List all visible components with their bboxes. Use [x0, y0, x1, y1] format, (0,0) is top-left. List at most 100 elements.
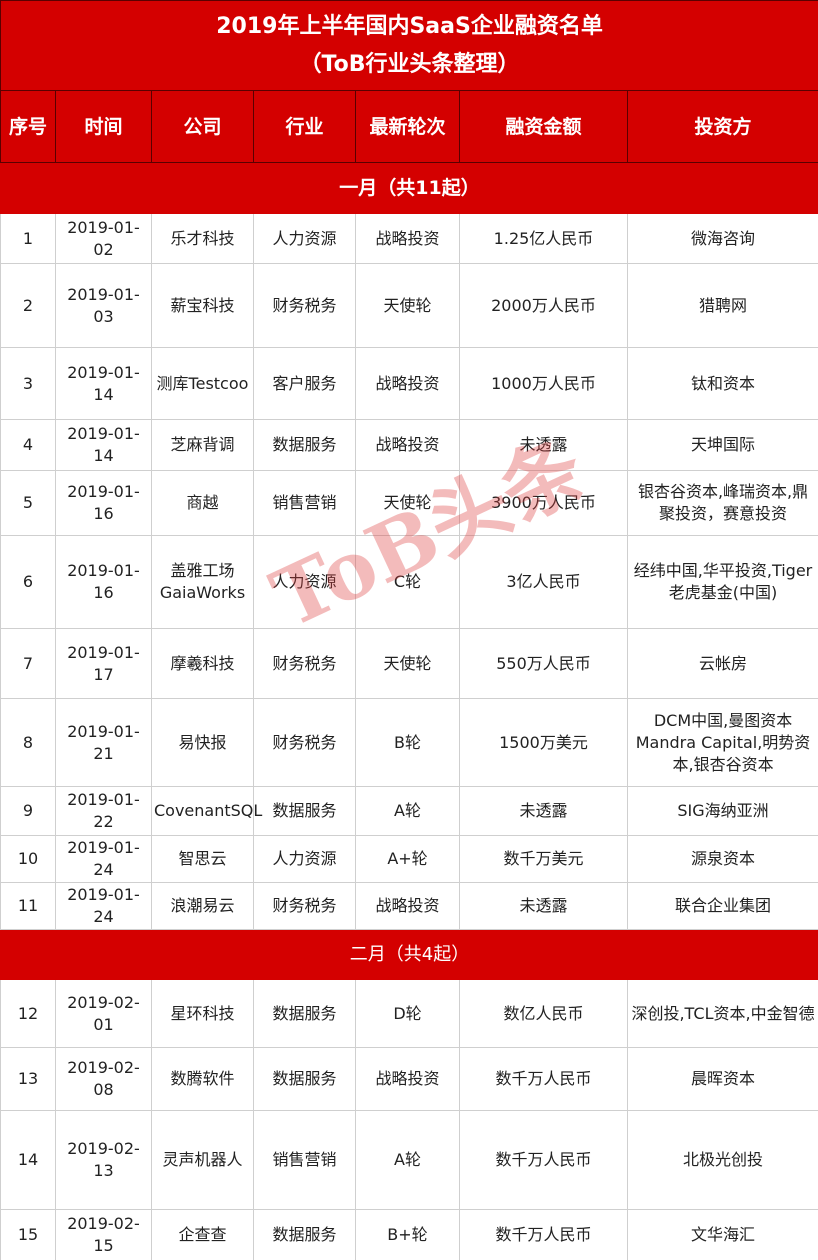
row-round: B轮: [355, 698, 460, 787]
row-industry: 人力资源: [253, 213, 356, 264]
row-investors: 天坤国际: [626, 419, 818, 471]
row-round: 战略投资: [355, 1047, 460, 1111]
row-date: 2019-01-16: [55, 535, 152, 629]
column-header: 最新轮次: [355, 90, 460, 163]
row-round: 战略投资: [355, 882, 460, 930]
title-line-1: 2019年上半年国内SaaS企业融资名单: [216, 13, 603, 39]
column-header: 时间: [55, 90, 152, 163]
row-investors: 云帐房: [626, 628, 818, 699]
table-row: 4 2019-01-14 芝麻背调 数据服务 战略投资 未透露 天坤国际: [0, 419, 818, 471]
column-header: 融资金额: [459, 90, 628, 163]
table-row: 11 2019-01-24 浪潮易云 财务税务 战略投资 未透露 联合企业集团: [0, 882, 818, 930]
row-round: B+轮: [355, 1209, 460, 1260]
row-date: 2019-02-15: [55, 1209, 152, 1260]
row-amount: 2000万人民币: [459, 263, 628, 348]
row-round: D轮: [355, 979, 460, 1048]
row-company: 测库Testcoo: [151, 347, 254, 420]
row-index: 13: [0, 1047, 56, 1111]
row-industry: 数据服务: [253, 786, 356, 836]
row-date: 2019-01-14: [55, 347, 152, 420]
row-round: 战略投资: [355, 347, 460, 420]
column-header: 公司: [151, 90, 254, 163]
table-row: 10 2019-01-24 智思云 人力资源 A+轮 数千万美元 源泉资本: [0, 835, 818, 883]
row-company: CovenantSQL: [151, 786, 262, 836]
row-investors: 猎聘网: [626, 263, 818, 348]
row-investors: 钛和资本: [626, 347, 818, 420]
row-date: 2019-01-14: [55, 419, 152, 471]
row-industry: 数据服务: [253, 979, 356, 1048]
row-index: 1: [0, 213, 56, 264]
table-row: 15 2019-02-15 企查查 数据服务 B+轮 数千万人民币 文华海汇: [0, 1209, 818, 1260]
row-amount: 数亿人民币: [459, 979, 628, 1048]
row-amount: 未透露: [459, 882, 628, 930]
row-date: 2019-01-24: [55, 882, 152, 930]
row-date: 2019-02-13: [55, 1110, 152, 1210]
row-round: A轮: [355, 786, 460, 836]
row-round: 天使轮: [355, 470, 460, 536]
row-investors: 深创投,TCL资本,中金智德: [626, 979, 818, 1048]
row-index: 3: [0, 347, 56, 420]
row-index: 9: [0, 786, 56, 836]
row-round: 天使轮: [355, 263, 460, 348]
row-company: 商越: [151, 470, 254, 536]
row-index: 2: [0, 263, 56, 348]
row-date: 2019-01-03: [55, 263, 152, 348]
row-round: 战略投资: [355, 213, 460, 264]
row-industry: 人力资源: [253, 535, 356, 629]
month-section-row: 二月（共4起）: [0, 929, 818, 980]
row-company: 盖雅工场GaiaWorks: [151, 535, 254, 629]
row-company: 企查查: [151, 1209, 254, 1260]
row-round: A+轮: [355, 835, 460, 883]
row-amount: 数千万美元: [459, 835, 628, 883]
row-amount: 数千万人民币: [459, 1047, 628, 1111]
row-investors: 微海咨询: [626, 213, 818, 264]
row-company: 易快报: [151, 698, 254, 787]
row-index: 10: [0, 835, 56, 883]
row-investors: 经纬中国,华平投资,Tiger老虎基金(中国): [626, 535, 818, 629]
row-date: 2019-01-22: [55, 786, 152, 836]
row-date: 2019-01-21: [55, 698, 152, 787]
table-row: 6 2019-01-16 盖雅工场GaiaWorks 人力资源 C轮 3亿人民币 经纬中国,…: [0, 535, 818, 629]
row-round: A轮: [355, 1110, 460, 1210]
row-index: 5: [0, 470, 56, 536]
row-index: 12: [0, 979, 56, 1048]
row-index: 14: [0, 1110, 56, 1210]
row-investors: 晨晖资本: [626, 1047, 818, 1111]
row-industry: 数据服务: [253, 1209, 356, 1260]
month-section-row: 一月（共11起）: [0, 162, 818, 214]
column-header: 序号: [0, 90, 56, 163]
row-date: 2019-02-08: [55, 1047, 152, 1111]
row-company: 数腾软件: [151, 1047, 254, 1111]
row-industry: 销售营销: [253, 470, 356, 536]
row-amount: 1000万人民币: [459, 347, 628, 420]
row-amount: 未透露: [459, 786, 628, 836]
row-index: 7: [0, 628, 56, 699]
row-index: 8: [0, 698, 56, 787]
row-investors: 源泉资本: [626, 835, 818, 883]
row-amount: 550万人民币: [459, 628, 628, 699]
table-row: 13 2019-02-08 数腾软件 数据服务 战略投资 数千万人民币 晨晖资本: [0, 1047, 818, 1111]
row-industry: 客户服务: [253, 347, 356, 420]
row-investors: 银杏谷资本,峰瑞资本,鼎聚投资，赛意投资: [626, 470, 818, 536]
row-company: 乐才科技: [151, 213, 254, 264]
column-header: 投资方: [626, 90, 818, 163]
row-round: 战略投资: [355, 419, 460, 471]
row-company: 星环科技: [151, 979, 254, 1048]
month-section-label: 二月（共4起）: [0, 929, 818, 980]
row-date: 2019-01-16: [55, 470, 152, 536]
row-amount: 1500万美元: [459, 698, 628, 787]
page-title: 2019年上半年国内SaaS企业融资名单 （ToB行业头条整理）: [0, 0, 818, 91]
row-date: 2019-01-17: [55, 628, 152, 699]
row-investors: SIG海纳亚洲: [626, 786, 818, 836]
row-amount: 数千万人民币: [459, 1110, 628, 1210]
table-row: 14 2019-02-13 灵声机器人 销售营销 A轮 数千万人民币 北极光创投: [0, 1110, 818, 1210]
row-amount: 3900万人民币: [459, 470, 628, 536]
row-date: 2019-01-24: [55, 835, 152, 883]
table-row: 7 2019-01-17 摩羲科技 财务税务 天使轮 550万人民币 云帐房: [0, 628, 818, 699]
row-amount: 3亿人民币: [459, 535, 628, 629]
row-industry: 数据服务: [253, 419, 356, 471]
month-section-label: 一月（共11起）: [0, 162, 818, 214]
row-industry: 数据服务: [253, 1047, 356, 1111]
row-amount: 数千万人民币: [459, 1209, 628, 1260]
